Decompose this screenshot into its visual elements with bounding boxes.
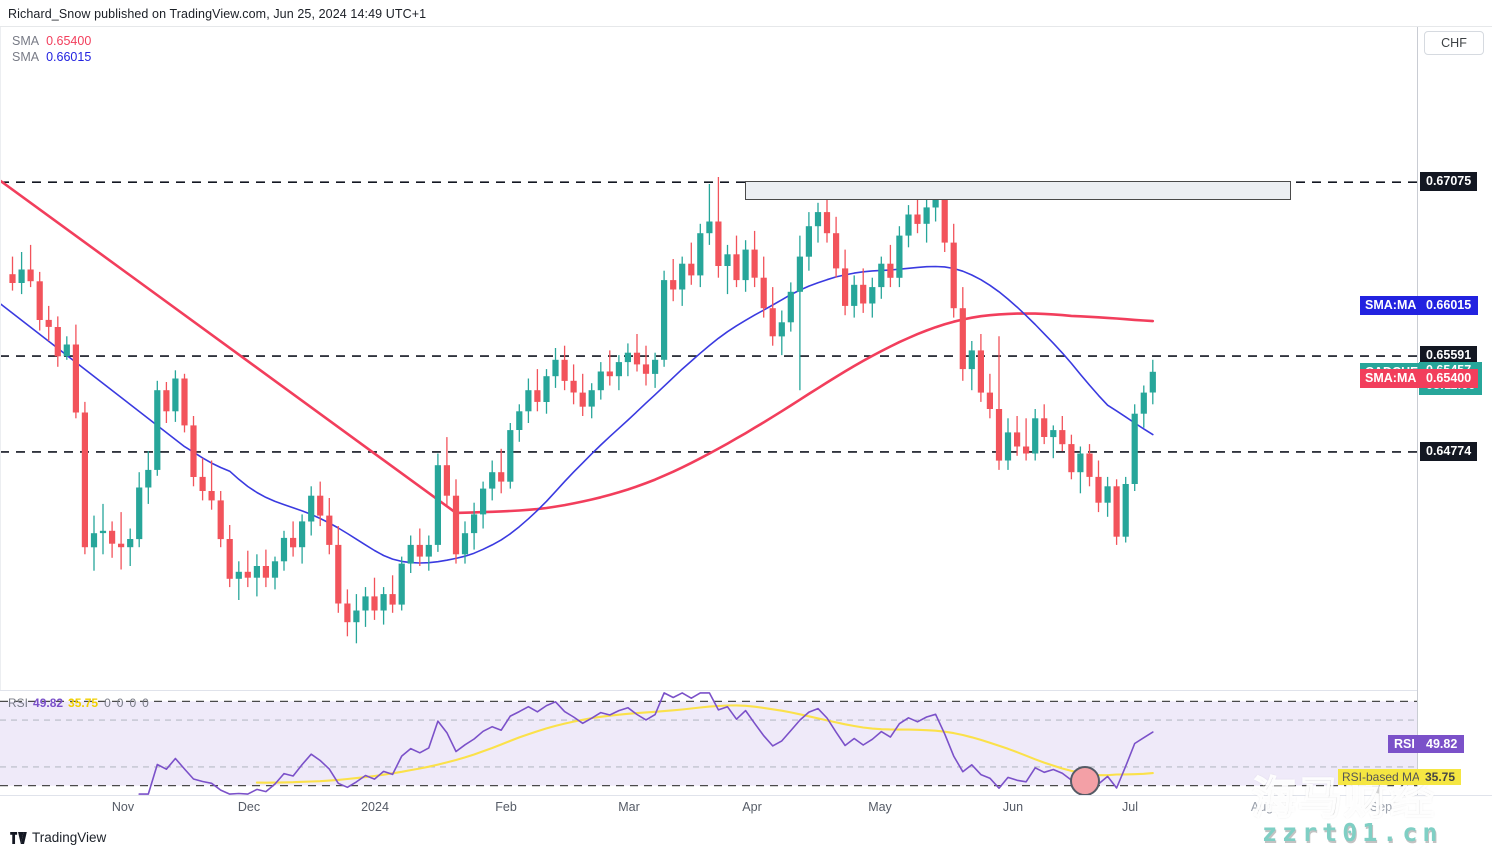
candle-series xyxy=(9,177,1156,644)
rsi-based-ma-badge[interactable]: 35.75 xyxy=(1419,768,1462,785)
rsi-legend-name: RSI xyxy=(8,696,29,710)
price-axis-divider xyxy=(1417,27,1418,795)
rsi-chart-canvas xyxy=(0,692,1417,795)
date-axis-divider xyxy=(0,795,1492,796)
pane-separator[interactable] xyxy=(0,690,1417,691)
header-divider xyxy=(0,26,1492,27)
date-tick: Apr xyxy=(742,800,762,814)
sma-ma-blue-value[interactable]: 0.66015 xyxy=(1419,296,1479,316)
rsi-param-2: 0 xyxy=(129,696,137,710)
date-tick: Feb xyxy=(495,800,517,814)
date-tick: May xyxy=(868,800,892,814)
rsi-value-badge[interactable]: 49.82 xyxy=(1419,734,1465,753)
date-tick: Aug xyxy=(1250,800,1274,814)
date-tick: Mar xyxy=(618,800,640,814)
tradingview-logo-text: TradingView xyxy=(32,830,107,845)
supply-zone-box[interactable] xyxy=(745,181,1291,200)
legend-row-sma-fast[interactable]: SMA 0.65400 xyxy=(12,33,91,49)
date-tick: Dec xyxy=(237,800,261,814)
sma-ma-red-tag[interactable]: SMA:MA xyxy=(1360,368,1422,388)
rsi-param-0: 0 xyxy=(104,696,111,710)
date-axis[interactable]: Nov Dec 2024 Feb Mar Apr May Jun Jul Aug Sep xyxy=(0,796,1492,822)
legend-sma-fast-value: 0.65400 xyxy=(46,34,92,48)
rsi-legend-value: 49.82 xyxy=(33,696,64,710)
rsi-based-ma-tag[interactable]: RSI-based MA xyxy=(1338,768,1425,785)
tradingview-logo[interactable]: TradingView xyxy=(10,830,106,845)
watermark-site: zzrt01.cn xyxy=(1262,818,1443,847)
tradingview-mark-icon xyxy=(10,831,27,844)
sma-ma-blue-tag[interactable]: SMA:MA xyxy=(1360,296,1422,316)
price-pane[interactable] xyxy=(0,27,1417,689)
publish-info: Richard_Snow published on TradingView.co… xyxy=(8,7,427,21)
resistance-level[interactable]: 0.67075 xyxy=(1420,172,1478,192)
legend-sma-fast-name: SMA xyxy=(12,34,40,48)
support-level[interactable]: 0.64774 xyxy=(1420,441,1478,461)
rsi-param-1: 0 xyxy=(116,696,124,710)
date-tick: 2024 xyxy=(361,800,389,814)
rsi-legend-ma-value: 35.75 xyxy=(68,696,99,710)
price-chart-canvas xyxy=(0,177,1417,644)
sma-ma-red-value[interactable]: 0.65400 xyxy=(1419,368,1479,388)
level-line[interactable]: 0.65591 xyxy=(1420,346,1478,366)
rsi-param-3: 0 xyxy=(142,696,149,710)
currency-badge[interactable]: CHF xyxy=(1424,31,1484,55)
rsi-value-tag[interactable]: RSI xyxy=(1388,734,1421,753)
date-tick: Nov xyxy=(111,800,135,814)
legend-sma-slow-name: SMA xyxy=(12,50,40,64)
rsi-pane[interactable] xyxy=(0,692,1417,795)
legend-sma-slow-value: 0.66015 xyxy=(46,50,92,64)
date-tick: Sep xyxy=(1369,800,1393,814)
date-tick: Jun xyxy=(1002,800,1024,814)
legend-row-sma-slow[interactable]: SMA 0.66015 xyxy=(12,49,91,65)
rsi-legend[interactable]: RSI 49.82 35.75 0 0 0 0 xyxy=(8,696,149,710)
pane-left-edge xyxy=(0,27,1,690)
rsi-highlight-circle[interactable] xyxy=(1070,766,1100,796)
price-legend: SMA 0.65400 SMA 0.66015 xyxy=(12,33,91,65)
date-tick: Jul xyxy=(1122,800,1138,814)
